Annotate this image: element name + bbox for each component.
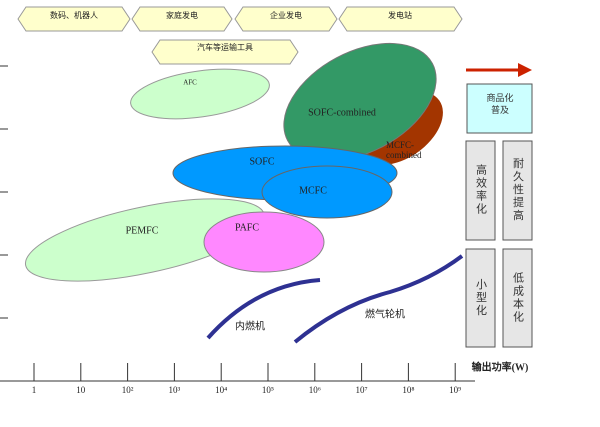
x-tick-label: 10 xyxy=(76,385,86,395)
power-axis: 1 10 10² 10³ 10⁴ 10⁵ 10⁶ 10⁷ 10⁸ 10⁹ 输出功率(W) xyxy=(0,360,528,395)
x-ticks: 1 10 10² 10³ 10⁴ 10⁵ 10⁶ 10⁷ 10⁸ 10⁹ xyxy=(32,363,461,395)
engine-label: 内燃机 xyxy=(235,319,265,332)
markets: 数码、机器人 家庭发电 企业发电 发电站 汽车等运输工具 xyxy=(17,6,463,65)
x-tick-label: 1 xyxy=(32,385,37,395)
transport-label: 汽车等运输工具 xyxy=(197,42,253,52)
mcfc-combined-box: MCFC-combined xyxy=(386,140,422,160)
improvement-label: 低成本化 xyxy=(511,272,524,324)
goal-wrap: 商品化普及 xyxy=(486,93,514,115)
market-label: 数码、机器人 xyxy=(50,10,98,20)
x-tick-label: 10⁹ xyxy=(449,385,461,395)
turbine-curve xyxy=(293,254,464,344)
pemfc-label: PEMFC xyxy=(126,225,159,236)
afc-area xyxy=(130,68,270,120)
mcfc-combined-label: MCFC-combined xyxy=(386,140,422,160)
mcfc-label: MCFC xyxy=(299,185,327,196)
improvement-box xyxy=(502,248,533,348)
improvement-box xyxy=(465,248,496,348)
afc-label: AFC xyxy=(183,79,197,87)
goal-box xyxy=(466,83,533,134)
engine-curve xyxy=(206,278,321,340)
x-tick-label: 10⁷ xyxy=(356,385,368,395)
x-tick-label: 10² xyxy=(122,385,134,395)
hex xyxy=(17,6,131,32)
hex xyxy=(338,6,463,32)
sofc-combined-area xyxy=(283,42,437,162)
y-ticks xyxy=(0,65,8,319)
fuel-cells: AFC SOFC-combined MCFC-combined SOFC MCF… xyxy=(24,42,443,282)
x-tick-label: 10⁴ xyxy=(215,385,227,395)
improvement-box xyxy=(502,140,533,241)
goal-label: 商品化普及 xyxy=(486,93,514,115)
x-tick-label: 10³ xyxy=(169,385,181,395)
arrow-head xyxy=(518,63,532,77)
axis-label: 输出功率(W) xyxy=(472,360,529,373)
x-tick-label: 10⁶ xyxy=(309,385,321,395)
x-tick-label: 10⁸ xyxy=(402,385,414,395)
market-label: 家庭发电 xyxy=(166,10,198,20)
hex xyxy=(234,6,338,32)
pafc-label: PAFC xyxy=(235,222,259,233)
improvement-box xyxy=(465,140,496,241)
hex xyxy=(131,6,233,32)
market-label: 发电站 xyxy=(388,10,412,20)
improvement-label: 高效率化 xyxy=(474,163,487,216)
sofc-combined-label: SOFC-combined xyxy=(308,107,376,118)
turbine-label: 燃气轮机 xyxy=(365,307,405,320)
improvement-label: 耐久性提高 xyxy=(511,157,524,222)
sofc-label: SOFC xyxy=(249,156,274,167)
hex xyxy=(151,39,299,65)
pafc-area xyxy=(203,211,325,273)
market-label: 企业发电 xyxy=(270,10,302,20)
x-tick-label: 10⁵ xyxy=(262,385,274,395)
trend: 商品化普及 高效率化 耐久性提高 小型化 低成本化 xyxy=(465,63,533,348)
engine-curves xyxy=(206,254,464,344)
improvement-label: 小型化 xyxy=(474,278,487,317)
mcfc-area xyxy=(261,165,393,219)
